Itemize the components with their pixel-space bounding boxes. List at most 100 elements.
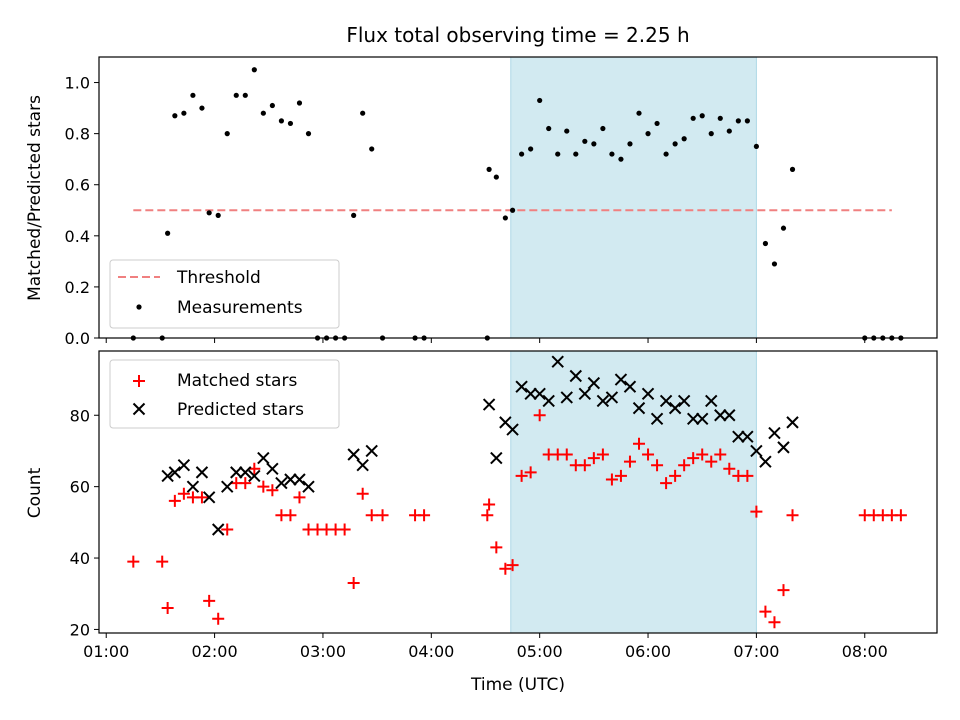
measurements-point xyxy=(672,141,678,147)
matched-stars-point xyxy=(257,480,270,493)
matched-stars-point xyxy=(195,491,208,504)
matched-stars-point xyxy=(356,487,369,500)
top-y-tick-label: 1.0 xyxy=(65,74,90,93)
measurements-point xyxy=(351,212,357,218)
predicted-stars-point xyxy=(659,394,673,408)
matched-stars-point xyxy=(266,484,279,497)
predicted-stars-point xyxy=(482,398,496,411)
measurements-point xyxy=(296,100,303,106)
predicted-stars-point xyxy=(732,430,745,443)
top-legend-box xyxy=(109,259,340,329)
matched-stars-point xyxy=(759,605,772,618)
bottom-x-tick-label: 03:00 xyxy=(300,642,346,661)
measurements-point xyxy=(600,125,606,132)
top-y-tick-label: 0.2 xyxy=(65,278,90,297)
measurements-point xyxy=(165,230,171,236)
measurements-point xyxy=(305,131,312,137)
measurements-point xyxy=(287,120,294,127)
predicted-stars-point xyxy=(686,412,700,426)
matched-stars-point xyxy=(506,559,519,572)
predicted-stars-point xyxy=(248,469,261,483)
matched-stars-point xyxy=(894,509,907,522)
matched-stars-point xyxy=(768,616,781,629)
matched-stars-point xyxy=(723,462,736,475)
predicted-stars-point xyxy=(533,387,546,401)
predicted-stars-point xyxy=(750,444,763,458)
measurements-point xyxy=(269,102,275,109)
predicted-stars-point xyxy=(195,466,209,479)
measurements-point xyxy=(369,146,375,152)
predicted-stars-point xyxy=(506,423,519,436)
matched-stars-point xyxy=(338,523,351,536)
measurements-legend-label: Measurements xyxy=(177,298,303,318)
bottom-y-axis-label: Count xyxy=(25,467,45,518)
measurements-point xyxy=(502,215,508,221)
bottom-observing-window xyxy=(510,350,757,634)
bottom-x-tick-label: 02:00 xyxy=(192,642,238,661)
measurements-point xyxy=(780,225,787,231)
top-observing-window xyxy=(510,56,757,339)
measurements-point xyxy=(618,156,624,162)
measurements-point xyxy=(708,131,714,137)
measurements-point xyxy=(278,118,285,124)
measurements-point xyxy=(690,115,696,121)
predicted-stars-point xyxy=(490,451,503,465)
measurements-point xyxy=(573,151,579,157)
matched-stars-point xyxy=(293,491,306,504)
predicted-stars-point xyxy=(266,462,279,476)
measurements-point xyxy=(493,174,499,180)
matched-stars-point xyxy=(578,459,591,472)
measurements-point xyxy=(199,105,205,111)
matched-stars-point xyxy=(614,469,627,482)
predicted-stars-point xyxy=(356,459,369,472)
measurements-point xyxy=(699,113,705,119)
measurements-point xyxy=(546,125,552,132)
bottom-y-tick-label: 20 xyxy=(70,620,90,639)
predicted-stars-point xyxy=(161,469,174,483)
bottom-legend-box xyxy=(109,359,340,429)
measurements-point xyxy=(591,141,597,147)
matched-stars-point xyxy=(418,509,431,522)
predicted-stars-point xyxy=(302,480,315,493)
measurements-point xyxy=(789,166,796,172)
matched-stars-point xyxy=(741,469,754,482)
matched-stars-point xyxy=(347,577,360,590)
measurements-point xyxy=(190,92,196,98)
bottom-x-tick-label: 07:00 xyxy=(733,642,779,661)
predicted-stars-point xyxy=(275,476,288,490)
predicted-stars-point xyxy=(705,394,718,408)
measurements-point xyxy=(735,118,741,124)
matched-stars-point xyxy=(127,555,140,568)
predicted-stars-point xyxy=(632,401,646,415)
matched-stars-point xyxy=(623,455,636,468)
measurements-point xyxy=(564,128,570,134)
bottom-y-tick-label: 60 xyxy=(70,478,90,497)
matched-stars-point xyxy=(642,448,655,461)
measurements-point xyxy=(215,212,221,218)
bottom-x-tick-label: 06:00 xyxy=(625,642,671,661)
predicted-stars-point xyxy=(239,466,252,479)
predicted-stars-point xyxy=(614,373,628,386)
bottom-x-tick-label: 01:00 xyxy=(83,642,129,661)
matched-stars-point xyxy=(483,498,496,511)
matched-stars-point xyxy=(750,505,763,518)
bottom-panel: 20 40 60 80 01:00 02:00 03:00 04:00 05:00 06:00 0… xyxy=(25,350,938,695)
matched-stars-point xyxy=(587,452,600,465)
measurements-point xyxy=(537,97,543,104)
top-panel: 0.0 0.2 0.4 0.6 0.8 1.0 Matched/Predicted sta… xyxy=(25,56,938,348)
bottom-legend: Matched stars Predicted stars xyxy=(109,359,340,429)
measurements-point xyxy=(654,120,660,127)
top-y-axis-label: Matched/Predicted stars xyxy=(25,95,45,301)
predicted-stars-point xyxy=(623,380,637,393)
matched-stars-point xyxy=(490,541,503,554)
predicted-stars-point xyxy=(578,387,592,401)
matched-stars-point xyxy=(376,509,389,522)
measurements-point xyxy=(753,143,759,150)
matched-stars-point xyxy=(669,469,682,482)
predicted-stars-point xyxy=(714,409,727,422)
predicted-stars-point xyxy=(230,466,243,479)
bottom-y-tick-label: 80 xyxy=(70,406,90,425)
matched-stars-point xyxy=(481,509,494,522)
matched-stars-point xyxy=(515,469,528,482)
